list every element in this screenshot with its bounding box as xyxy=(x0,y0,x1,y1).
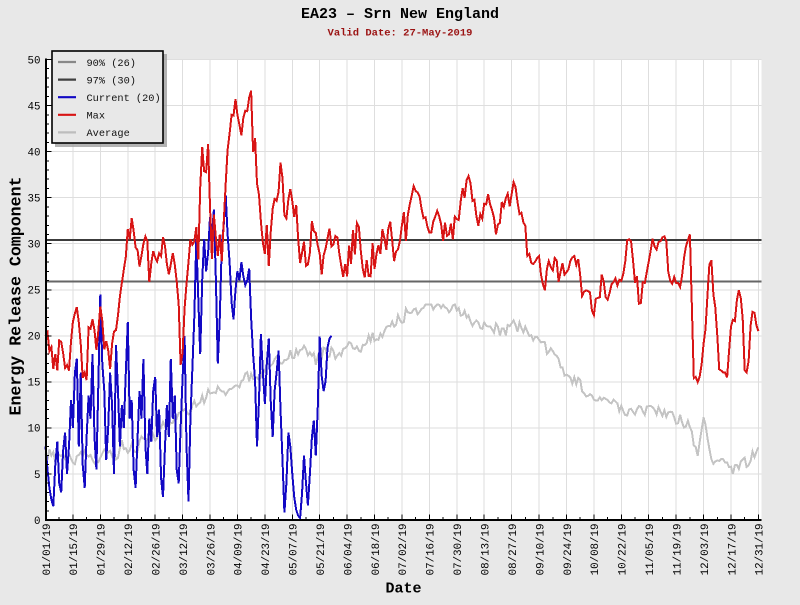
svg-text:Date: Date xyxy=(385,581,421,598)
svg-text:Energy Release Component: Energy Release Component xyxy=(7,177,26,416)
svg-text:10/22/19: 10/22/19 xyxy=(618,524,630,576)
svg-text:02/12/19: 02/12/19 xyxy=(124,524,136,576)
svg-text:30: 30 xyxy=(28,240,41,252)
svg-text:07/16/19: 07/16/19 xyxy=(426,524,438,576)
svg-text:07/30/19: 07/30/19 xyxy=(453,524,465,576)
svg-text:04/09/19: 04/09/19 xyxy=(234,524,246,576)
svg-text:0: 0 xyxy=(34,516,40,528)
svg-text:05/21/19: 05/21/19 xyxy=(316,524,328,576)
svg-text:01/15/19: 01/15/19 xyxy=(69,524,81,576)
svg-text:35: 35 xyxy=(28,193,41,205)
svg-text:Max: Max xyxy=(87,111,106,123)
svg-text:10/08/19: 10/08/19 xyxy=(590,524,602,576)
svg-text:04/23/19: 04/23/19 xyxy=(261,524,273,576)
svg-text:12/03/19: 12/03/19 xyxy=(700,524,712,576)
svg-text:5: 5 xyxy=(34,470,40,482)
svg-text:07/02/19: 07/02/19 xyxy=(398,524,410,576)
svg-text:08/27/19: 08/27/19 xyxy=(508,524,520,576)
svg-text:45: 45 xyxy=(28,101,41,113)
svg-text:EA23 – Srn New England: EA23 – Srn New England xyxy=(301,6,499,23)
svg-text:05/07/19: 05/07/19 xyxy=(289,524,301,576)
svg-text:08/13/19: 08/13/19 xyxy=(481,524,493,576)
svg-text:50: 50 xyxy=(28,55,41,67)
svg-text:01/29/19: 01/29/19 xyxy=(97,524,109,576)
svg-text:40: 40 xyxy=(28,147,41,159)
svg-text:20: 20 xyxy=(28,332,41,344)
svg-text:10: 10 xyxy=(28,424,41,436)
svg-text:03/26/19: 03/26/19 xyxy=(206,524,218,576)
svg-text:11/19/19: 11/19/19 xyxy=(672,524,684,576)
svg-text:Valid Date: 27-May-2019: Valid Date: 27-May-2019 xyxy=(328,28,473,40)
svg-text:12/31/19: 12/31/19 xyxy=(755,524,767,576)
svg-text:Current (20): Current (20) xyxy=(87,93,161,105)
svg-text:25: 25 xyxy=(28,286,41,298)
svg-text:09/10/19: 09/10/19 xyxy=(535,524,547,576)
svg-text:12/17/19: 12/17/19 xyxy=(727,524,739,576)
svg-text:06/04/19: 06/04/19 xyxy=(343,524,355,576)
svg-text:09/24/19: 09/24/19 xyxy=(563,524,575,576)
svg-text:15: 15 xyxy=(28,378,41,390)
svg-text:Average: Average xyxy=(87,128,130,140)
svg-text:01/01/19: 01/01/19 xyxy=(42,524,54,576)
svg-text:90% (26): 90% (26) xyxy=(87,58,136,70)
svg-text:97% (30): 97% (30) xyxy=(87,75,136,87)
svg-text:03/12/19: 03/12/19 xyxy=(179,524,191,576)
svg-text:11/05/19: 11/05/19 xyxy=(645,524,657,576)
svg-text:06/18/19: 06/18/19 xyxy=(371,524,383,576)
svg-text:02/26/19: 02/26/19 xyxy=(152,524,164,576)
